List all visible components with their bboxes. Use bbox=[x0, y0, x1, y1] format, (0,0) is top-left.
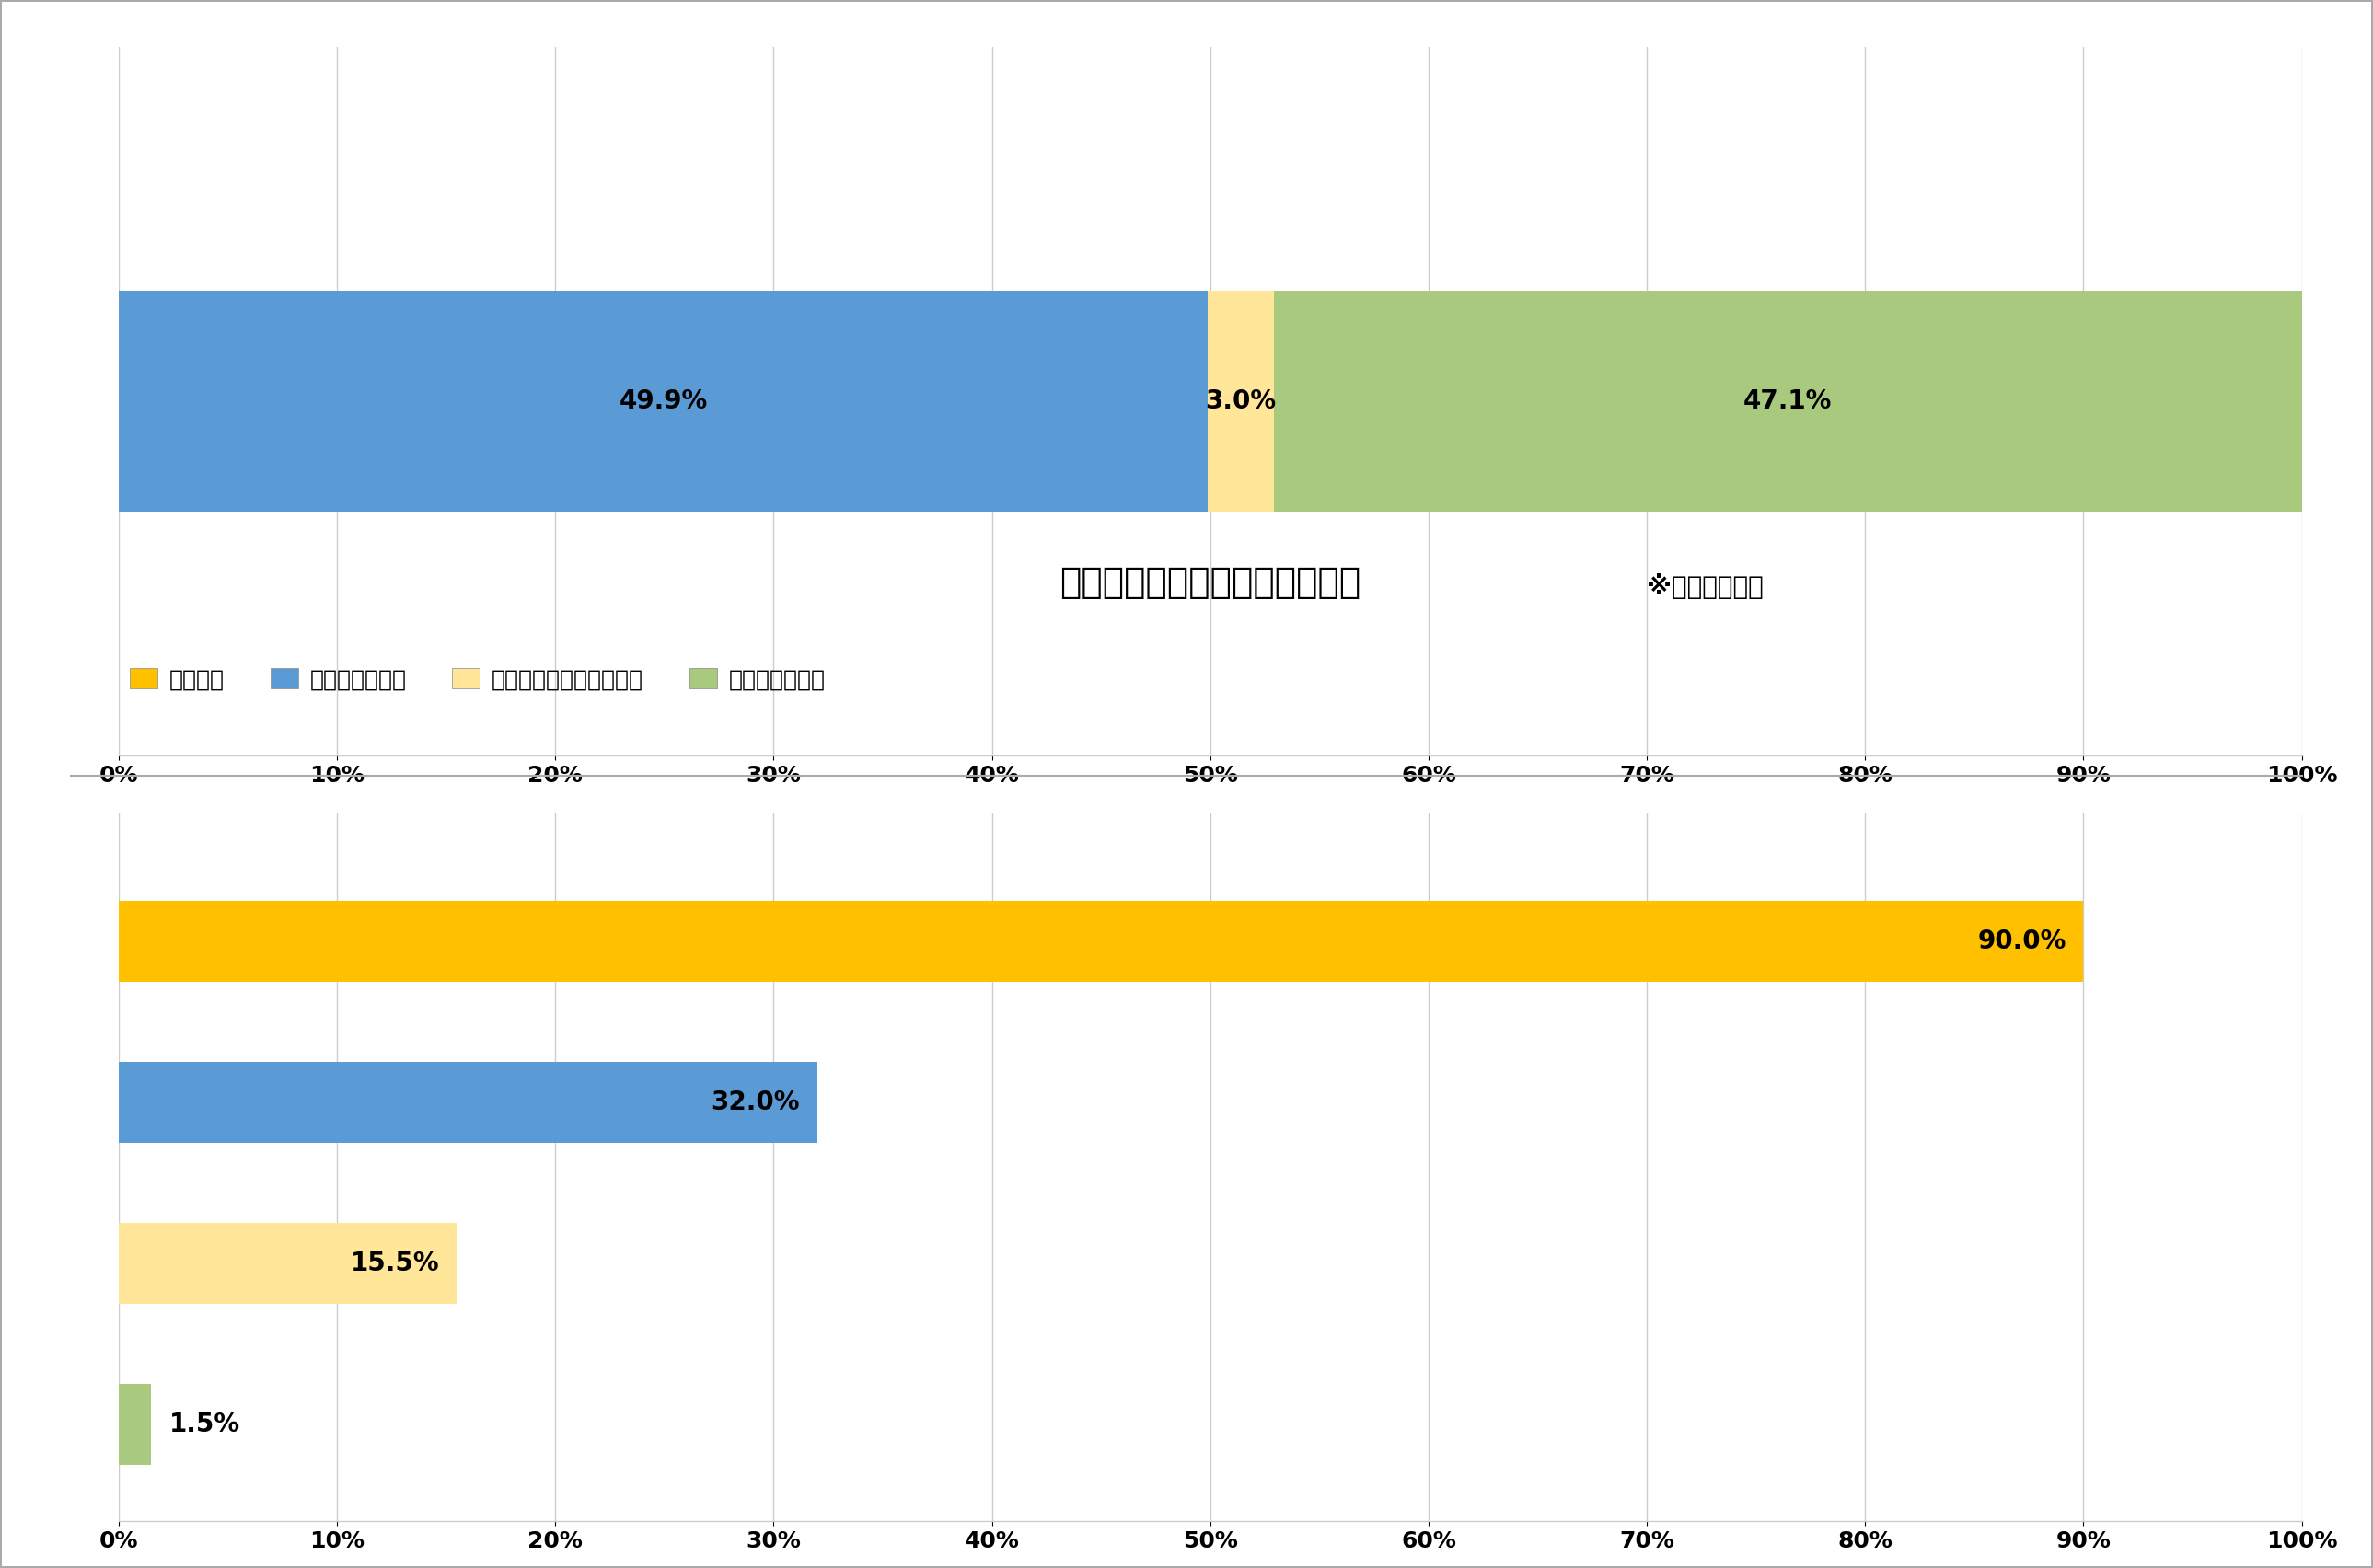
Bar bbox=[119, 1385, 152, 1465]
Text: 90.0%: 90.0% bbox=[1977, 928, 2067, 953]
Bar bbox=[1274, 290, 2302, 513]
Text: 3.0%: 3.0% bbox=[1205, 389, 1277, 414]
Text: 1.5%: 1.5% bbox=[168, 1411, 240, 1438]
Text: 32.0%: 32.0% bbox=[712, 1090, 800, 1115]
Text: 49.9%: 49.9% bbox=[619, 389, 707, 414]
Bar bbox=[119, 1223, 458, 1303]
Text: テレワークの導入形態（企業）: テレワークの導入形態（企業） bbox=[1061, 564, 1360, 599]
Text: 47.1%: 47.1% bbox=[1744, 389, 1832, 414]
Legend: 在宅勤務, モバイルワーク, サテライトオフィス勤務, ワーケーション: 在宅勤務, モバイルワーク, サテライトオフィス勤務, ワーケーション bbox=[131, 668, 826, 691]
Text: ※複数回答あり: ※複数回答あり bbox=[1647, 574, 1763, 599]
Bar bbox=[119, 290, 1208, 513]
Bar bbox=[119, 1062, 816, 1143]
Bar bbox=[119, 902, 2083, 982]
Text: 15.5%: 15.5% bbox=[351, 1250, 439, 1276]
Bar bbox=[1208, 290, 1274, 513]
